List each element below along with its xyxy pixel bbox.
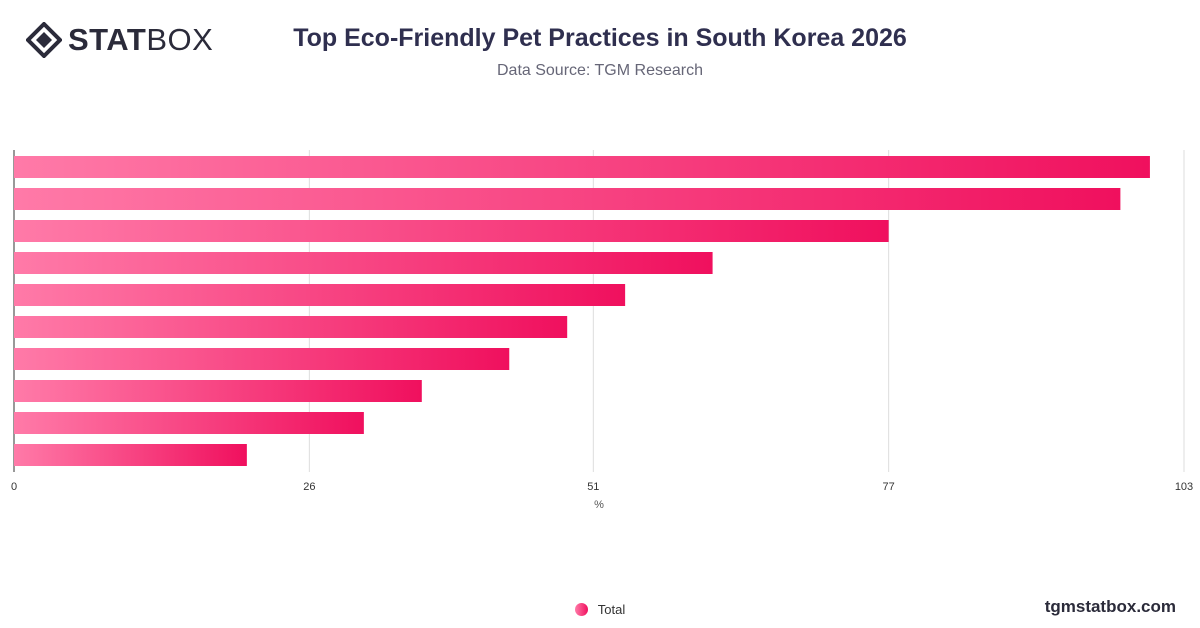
chart-title: Top Eco-Friendly Pet Practices in South … [293, 24, 907, 52]
bar[interactable] [14, 348, 510, 370]
x-axis-ticks: 0 26 51 77 103 [11, 481, 1193, 493]
bars [14, 156, 1150, 466]
legend[interactable]: Total [0, 602, 1200, 617]
bar[interactable] [14, 284, 626, 306]
footer-brand: tgmstatbox.com [1044, 597, 1176, 616]
bar[interactable] [14, 188, 1121, 210]
bar[interactable] [14, 412, 364, 434]
x-tick-label: 103 [1175, 481, 1193, 493]
x-axis-title: % [594, 499, 604, 511]
bar[interactable] [14, 252, 713, 274]
logo-bold-text: STAT [68, 22, 147, 57]
bar[interactable] [14, 316, 568, 338]
bar[interactable] [14, 220, 889, 242]
bar[interactable] [14, 156, 1150, 178]
logo-wordmark: STATBOX [68, 22, 213, 58]
legend-label: Total [597, 602, 626, 617]
logo-light-text: BOX [146, 22, 214, 57]
legend-marker-icon [574, 603, 588, 616]
x-tick-label: 77 [883, 481, 895, 493]
bar[interactable] [14, 444, 247, 466]
diamond-logo-icon [26, 22, 62, 58]
bar[interactable] [14, 380, 422, 402]
x-tick-label: 0 [11, 481, 17, 493]
statbox-logo: STATBOX [26, 22, 213, 58]
x-tick-label: 26 [303, 481, 315, 493]
x-tick-label: 51 [587, 481, 599, 493]
chart-subtitle: Data Source: TGM Research [496, 62, 703, 79]
